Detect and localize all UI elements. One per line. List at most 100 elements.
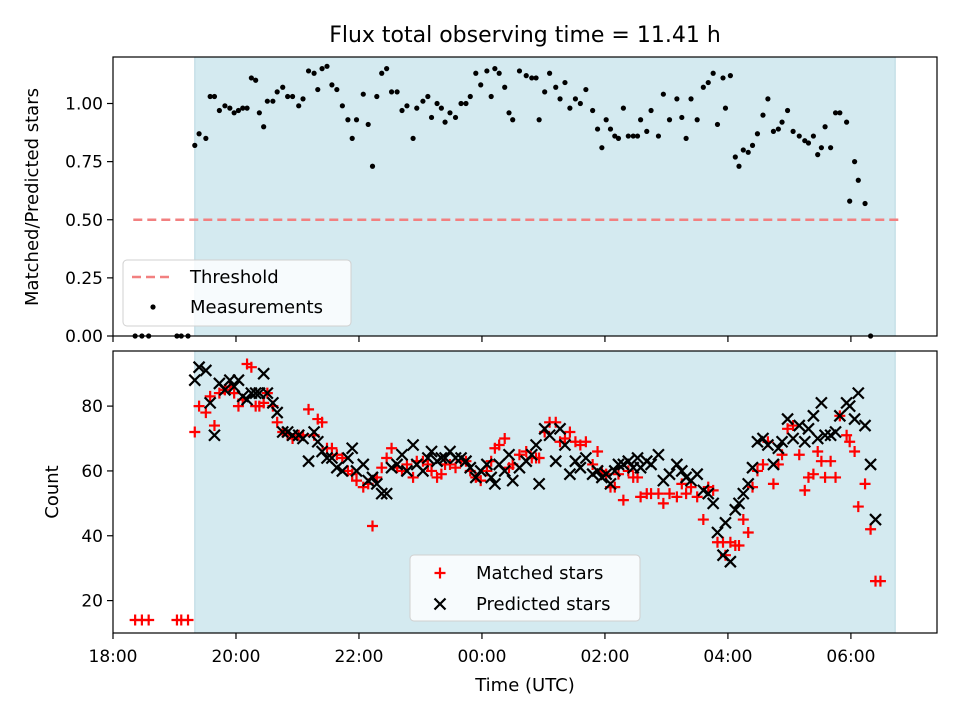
measurement-point: [467, 93, 473, 100]
measurement-point: [590, 107, 596, 114]
measurement-point: [625, 133, 631, 139]
matched-star-point: [635, 491, 647, 503]
measurement-point: [274, 89, 280, 95]
predicted-star-point: [746, 461, 759, 474]
matched-star-point: [691, 491, 703, 503]
measurement-point: [305, 68, 312, 74]
predicted-star-point: [719, 516, 732, 530]
measurement-point: [296, 103, 302, 109]
measurement-point: [700, 84, 706, 90]
measurement-point: [599, 145, 605, 151]
predicted-star-point: [690, 467, 704, 481]
count-legend: Matched stars Predicted stars: [409, 554, 641, 622]
measurement-point: [404, 103, 410, 109]
measurement-point: [231, 110, 237, 116]
y-tick-label: 0.75: [65, 153, 103, 173]
predicted-star-point: [786, 432, 800, 445]
measurement-point: [815, 152, 821, 158]
predicted-star-point: [756, 432, 770, 445]
measurement-point: [334, 86, 340, 93]
predicted-star-point: [529, 438, 543, 452]
predicted-star-point: [375, 487, 388, 500]
predicted-star-point: [484, 471, 498, 484]
measurement-point: [567, 105, 573, 111]
measurement-point: [533, 75, 539, 81]
ratio-legend: Threshold Measurements: [122, 259, 352, 327]
x-tick-label: 20:00: [211, 647, 260, 667]
matched-star-point: [671, 491, 683, 503]
matched-star-point: [493, 439, 505, 451]
measurement-point: [484, 68, 490, 74]
predicted-star-point: [276, 425, 289, 439]
matched-star-point: [564, 426, 576, 438]
matched-star-point: [245, 361, 257, 373]
predicted-star-point: [622, 454, 635, 468]
matched-star-point: [859, 478, 871, 490]
measurement-point: [660, 91, 666, 97]
measurement-point: [192, 142, 198, 148]
measurement-point: [300, 96, 306, 102]
x-tick-label: 02:00: [580, 647, 629, 667]
x-tick-label: 18:00: [89, 647, 138, 667]
matched-star-point: [336, 452, 348, 464]
measurement-point: [847, 198, 853, 204]
measurement-point: [428, 114, 435, 121]
predicted-star-point: [406, 438, 420, 452]
predicted-star-point: [370, 477, 384, 491]
predicted-star-point: [188, 373, 202, 387]
measurement-point: [319, 66, 325, 72]
measurement-point: [510, 117, 516, 123]
predicted-star-point: [591, 464, 604, 478]
measurement-point: [442, 119, 448, 125]
measurement-point: [244, 105, 250, 111]
predicted-star-point: [670, 458, 684, 471]
measurement-point: [784, 107, 791, 114]
predicted-star-point: [345, 441, 359, 455]
measurement-point: [749, 142, 756, 148]
measurement-point: [844, 119, 850, 125]
measurement-point: [349, 135, 355, 141]
predicted-star-point: [320, 451, 334, 465]
predicted-star-point: [574, 461, 587, 474]
measurement-point: [529, 75, 535, 81]
measurement-point: [452, 114, 459, 121]
legend-measurements-label: Measurements: [190, 297, 323, 318]
matched-star-point: [751, 465, 763, 477]
y-tick-label: 0.25: [65, 269, 103, 289]
matched-star-point: [874, 575, 886, 587]
predicted-star-point: [390, 458, 404, 471]
predicted-star-point: [449, 451, 462, 465]
measurement-point: [492, 66, 498, 72]
predicted-star-point: [843, 399, 856, 413]
predicted-star-point: [852, 386, 865, 400]
measurement-point: [203, 135, 209, 141]
matched-star-point: [632, 471, 644, 483]
predicted-star-point: [675, 464, 689, 478]
matched-star-point: [193, 400, 205, 412]
measurement-point: [394, 89, 400, 95]
measurement-point: [644, 128, 650, 134]
measurement-point: [369, 163, 376, 169]
measurement-point: [478, 82, 484, 88]
legend-matched-swatch: [434, 567, 446, 579]
matched-star-point: [258, 397, 270, 409]
predicted-star-point: [208, 428, 221, 442]
predicted-star-point: [249, 386, 262, 400]
matched-star-point: [376, 462, 388, 474]
predicted-star-point: [435, 451, 448, 465]
measurement-point: [855, 177, 861, 183]
matched-star-point: [592, 445, 604, 457]
measurement-point: [740, 147, 746, 153]
predicted-star-point: [311, 435, 325, 449]
measurement-point: [790, 128, 796, 134]
measurement-point: [862, 200, 868, 207]
matched-star-point: [742, 527, 754, 539]
predicted-star-point: [438, 451, 452, 465]
matched-star-point: [782, 423, 794, 435]
measurement-point: [414, 105, 420, 111]
ratio-axes-frame: [112, 56, 938, 337]
measurement-point: [345, 117, 351, 123]
predicted-star-point: [240, 393, 254, 406]
matched-star-point: [580, 436, 592, 448]
predicted-star-point: [232, 373, 245, 387]
